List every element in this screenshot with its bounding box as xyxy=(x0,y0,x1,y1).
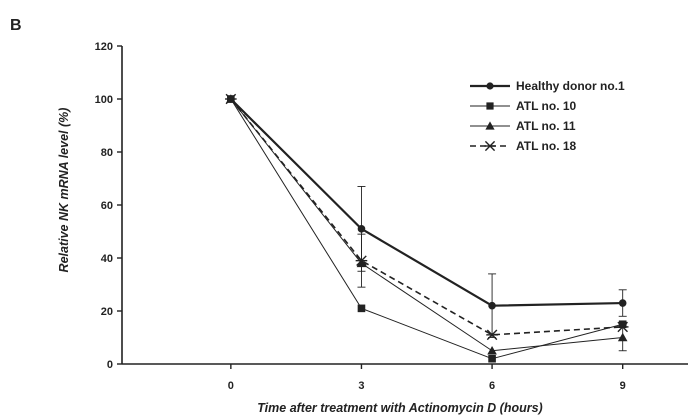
point-atl-no-18-9 xyxy=(616,321,629,333)
legend-label-atl-no-10: ATL no. 10 xyxy=(516,99,577,113)
point-atl-no-10-9 xyxy=(618,320,627,329)
legend-label-atl-no-18: ATL no. 18 xyxy=(516,139,577,153)
series-lines xyxy=(230,98,623,360)
x-tick-label-6: 6 xyxy=(489,380,495,392)
legend-marker-healthy-donor-no-1 xyxy=(486,82,494,90)
x-tick-label-3: 3 xyxy=(358,380,364,392)
point-healthy-donor-no-1-3 xyxy=(357,225,366,233)
legend-marker-atl-no-10 xyxy=(486,102,494,110)
legend-label-healthy-donor-no-1: Healthy donor no.1 xyxy=(516,79,625,93)
point-atl-no-18-0 xyxy=(225,93,237,105)
legend-item-atl-no-18: ATL no. 18 xyxy=(470,139,577,153)
y-tick-label-0: 0 xyxy=(107,359,113,371)
series-line-atl-no-11 xyxy=(230,98,623,352)
axes: 0 20 40 60 80 100 120 0 3 6 9 xyxy=(95,41,688,392)
legend-marker-atl-no-18 xyxy=(484,140,496,152)
y-tick-label-120: 120 xyxy=(95,41,113,53)
panel-label: B xyxy=(10,17,22,34)
y-tick-label-40: 40 xyxy=(101,253,113,265)
series-line-atl-no-18 xyxy=(230,98,623,336)
point-healthy-donor-no-1-9 xyxy=(618,299,627,307)
legend-label-atl-no-11: ATL no. 11 xyxy=(516,119,576,133)
point-atl-no-11-3 xyxy=(356,258,367,268)
y-tick-label-20: 20 xyxy=(101,306,113,318)
y-tick-label-60: 60 xyxy=(101,200,113,212)
y-tick-label-80: 80 xyxy=(101,147,113,159)
legend-item-healthy-donor-no-1: Healthy donor no.1 xyxy=(470,79,625,93)
point-atl-no-11-9 xyxy=(617,332,628,342)
point-atl-no-10-3 xyxy=(357,304,366,313)
series-line-healthy-donor-no-1 xyxy=(230,98,623,307)
error-bars xyxy=(357,185,627,352)
x-axis-title: Time after treatment with Actinomycin D … xyxy=(257,401,542,415)
point-atl-no-18-3 xyxy=(355,255,368,266)
point-atl-no-18-6 xyxy=(486,329,498,341)
series-markers xyxy=(225,93,629,363)
point-atl-no-11-6 xyxy=(487,345,497,355)
point-atl-no-10-6 xyxy=(488,354,496,363)
x-tick-label-9: 9 xyxy=(620,380,626,392)
legend-item-atl-no-10: ATL no. 10 xyxy=(470,99,577,113)
legend-marker-atl-no-11 xyxy=(485,121,495,130)
point-healthy-donor-no-1-6 xyxy=(488,301,496,310)
x-tick-label-0: 0 xyxy=(228,380,234,392)
legend-item-atl-no-11: ATL no. 11 xyxy=(470,119,576,133)
y-axis-title: Relative NK mRNA level (%) xyxy=(57,108,71,273)
y-tick-label-100: 100 xyxy=(95,94,113,106)
legend: Healthy donor no.1 ATL no. 10 ATL no. 11 AT… xyxy=(470,79,625,153)
series-line-atl-no-10 xyxy=(230,98,623,360)
